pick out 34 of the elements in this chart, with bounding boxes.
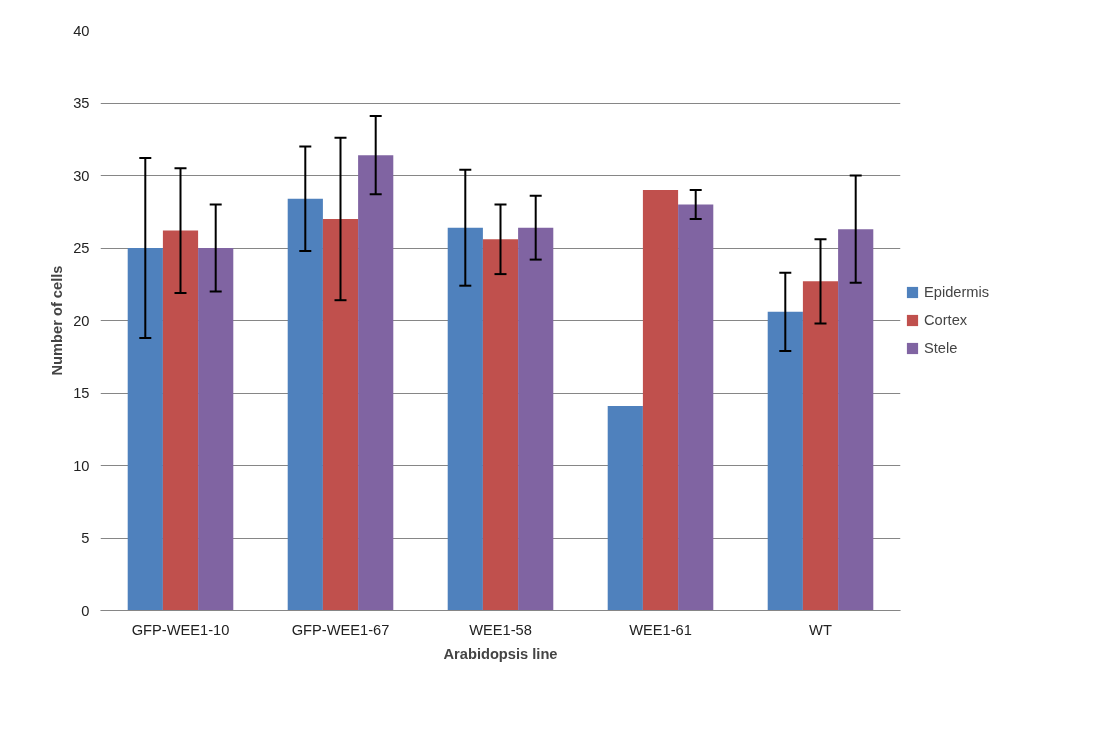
y-tick-label: 40 — [73, 22, 90, 39]
x-tick-label: GFP-WEE1-10 — [131, 621, 230, 638]
y-tick-label: 15 — [73, 385, 90, 401]
bar — [678, 204, 714, 611]
x-tick-label: GFP-WEE1-67 — [291, 621, 390, 638]
y-tick-label: 25 — [73, 240, 90, 256]
y-tick-label: 30 — [73, 167, 90, 184]
bar — [447, 227, 483, 611]
y-tick-label: 5 — [81, 530, 90, 546]
y-tick-label: 35 — [73, 95, 90, 111]
bar — [127, 248, 163, 611]
x-tick-label: WT — [809, 621, 832, 638]
x-tick-label: WEE1-61 — [629, 621, 692, 638]
bar — [838, 229, 874, 611]
bar — [322, 219, 359, 611]
legend-label: Cortex — [924, 312, 968, 328]
bar — [607, 406, 643, 611]
y-axis-title: Number of cells — [49, 265, 66, 376]
legend-label: Epidermis — [924, 284, 990, 300]
bar — [287, 198, 323, 611]
y-tick-label: 10 — [73, 457, 90, 474]
bar — [802, 281, 839, 611]
bar — [767, 311, 803, 611]
y-tick-label: 0 — [81, 602, 90, 619]
bar — [518, 227, 554, 611]
legend-label: Stele — [924, 340, 958, 356]
y-tick-label: 20 — [73, 312, 90, 329]
bar — [642, 190, 679, 611]
bar — [162, 230, 199, 611]
bar — [358, 155, 394, 611]
bar — [198, 248, 234, 611]
x-axis-title: Arabidopsis line — [443, 645, 558, 662]
bar — [482, 239, 519, 611]
x-tick-label: WEE1-58 — [469, 621, 532, 638]
